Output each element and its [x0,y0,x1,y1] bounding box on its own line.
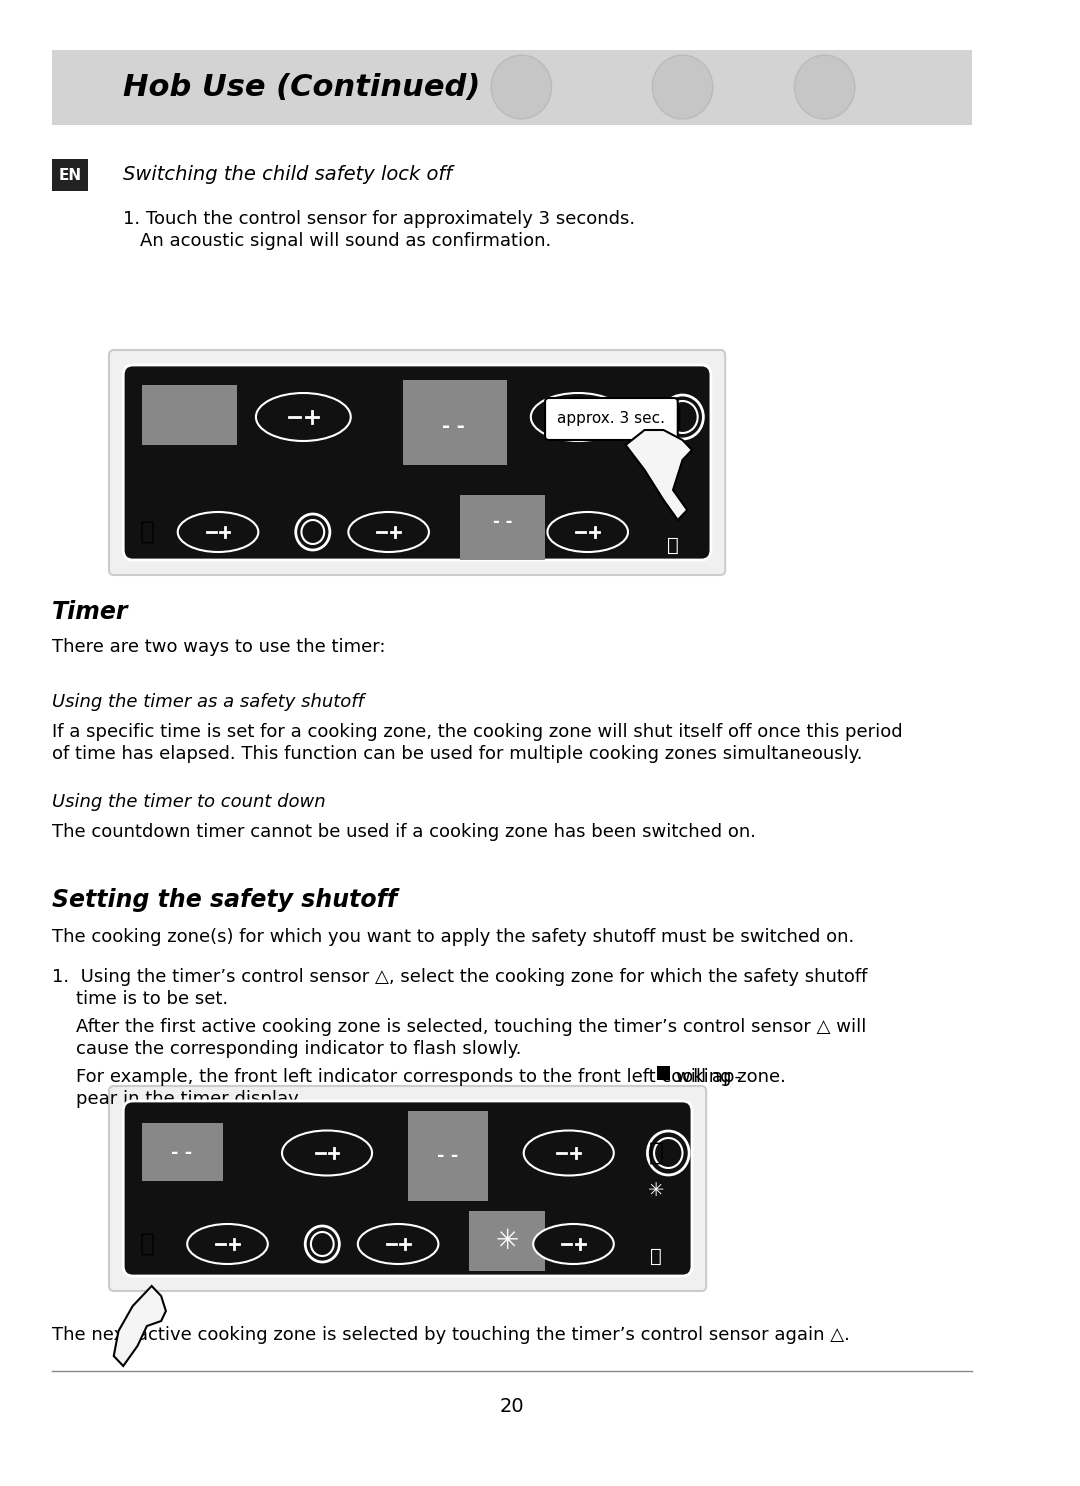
Text: approx. 3 sec.: approx. 3 sec. [557,410,665,425]
Circle shape [795,55,855,119]
Polygon shape [113,1285,166,1366]
Ellipse shape [282,1131,372,1175]
Text: ✳: ✳ [648,1181,664,1201]
Text: An acoustic signal will sound as confirmation.: An acoustic signal will sound as confirm… [140,232,552,250]
Text: The countdown timer cannot be used if a cooking zone has been switched on.: The countdown timer cannot be used if a … [52,823,756,841]
Bar [143,1123,222,1181]
Text: - -: - - [442,418,464,437]
Text: 🔔: 🔔 [139,1232,154,1256]
Text: ✳: ✳ [496,1227,518,1256]
Circle shape [296,514,329,550]
Circle shape [662,395,703,438]
Circle shape [654,1138,683,1168]
FancyBboxPatch shape [545,398,678,440]
Text: - -: - - [492,513,512,531]
Text: Hob Use (Continued): Hob Use (Continued) [123,73,481,101]
FancyBboxPatch shape [109,351,725,575]
Ellipse shape [187,1224,268,1265]
Ellipse shape [548,513,627,551]
Text: If a specific time is set for a cooking zone, the cooking zone will shut itself : If a specific time is set for a cooking … [52,724,903,742]
Text: The next active cooking zone is selected by touching the timer’s control sensor : The next active cooking zone is selected… [52,1326,850,1343]
Bar [460,495,545,560]
Text: - -: - - [436,1147,458,1165]
Ellipse shape [349,513,429,551]
Text: After the first active cooking zone is selected, touching the timer’s control se: After the first active cooking zone is s… [76,1018,866,1036]
Text: 🔒: 🔒 [648,1141,663,1165]
Text: 20: 20 [500,1397,524,1416]
Bar [407,1112,488,1201]
Text: EN: EN [58,168,82,183]
Circle shape [647,1131,689,1175]
Text: time is to be set.: time is to be set. [76,990,228,1008]
Text: will ap-: will ap- [676,1068,741,1086]
Ellipse shape [256,392,351,441]
Circle shape [491,55,552,119]
Text: cause the corresponding indicator to flash slowly.: cause the corresponding indicator to fla… [76,1040,522,1058]
Text: 1. Touch the control sensor for approximately 3 seconds.: 1. Touch the control sensor for approxim… [123,210,635,227]
FancyBboxPatch shape [123,1101,692,1276]
Ellipse shape [178,513,258,551]
FancyBboxPatch shape [109,1086,706,1291]
Ellipse shape [534,1224,613,1265]
Text: There are two ways to use the timer:: There are two ways to use the timer: [52,637,386,655]
Text: pear in the timer display.: pear in the timer display. [76,1091,301,1109]
Bar [403,380,508,465]
Circle shape [306,1226,339,1262]
Text: 🔔: 🔔 [139,520,154,544]
Bar [52,51,972,125]
Circle shape [667,401,698,432]
Circle shape [652,55,713,119]
Polygon shape [625,429,692,520]
Text: ✳: ✳ [665,446,681,465]
FancyBboxPatch shape [123,366,711,560]
Circle shape [301,520,324,544]
Text: Using the timer as a safety shutoff: Using the timer as a safety shutoff [52,692,364,710]
Polygon shape [588,421,625,440]
Text: ⏻: ⏻ [650,1247,662,1266]
Bar [52,159,89,192]
Text: ⏻: ⏻ [667,535,679,554]
Bar [143,385,237,444]
Text: For example, the front left indicator corresponds to the front left cooking zone: For example, the front left indicator co… [76,1068,786,1086]
Circle shape [311,1232,334,1256]
Text: of time has elapsed. This function can be used for multiple cooking zones simult: of time has elapsed. This function can b… [52,744,863,762]
Text: - -: - - [172,1144,192,1162]
Text: The cooking zone(s) for which you want to apply the safety shutoff must be switc: The cooking zone(s) for which you want t… [52,927,854,947]
Text: Switching the child safety lock off: Switching the child safety lock off [123,165,453,184]
Ellipse shape [524,1131,613,1175]
Ellipse shape [531,392,625,441]
Bar [657,1065,671,1080]
Text: 1.  Using the timer’s control sensor △, select the cooking zone for which the sa: 1. Using the timer’s control sensor △, s… [52,967,867,987]
Bar [469,1211,545,1271]
Text: 🔒: 🔒 [664,403,681,431]
Ellipse shape [357,1224,438,1265]
Text: Timer: Timer [52,600,129,624]
Text: Using the timer to count down: Using the timer to count down [52,794,326,811]
Text: Setting the safety shutoff: Setting the safety shutoff [52,889,397,912]
